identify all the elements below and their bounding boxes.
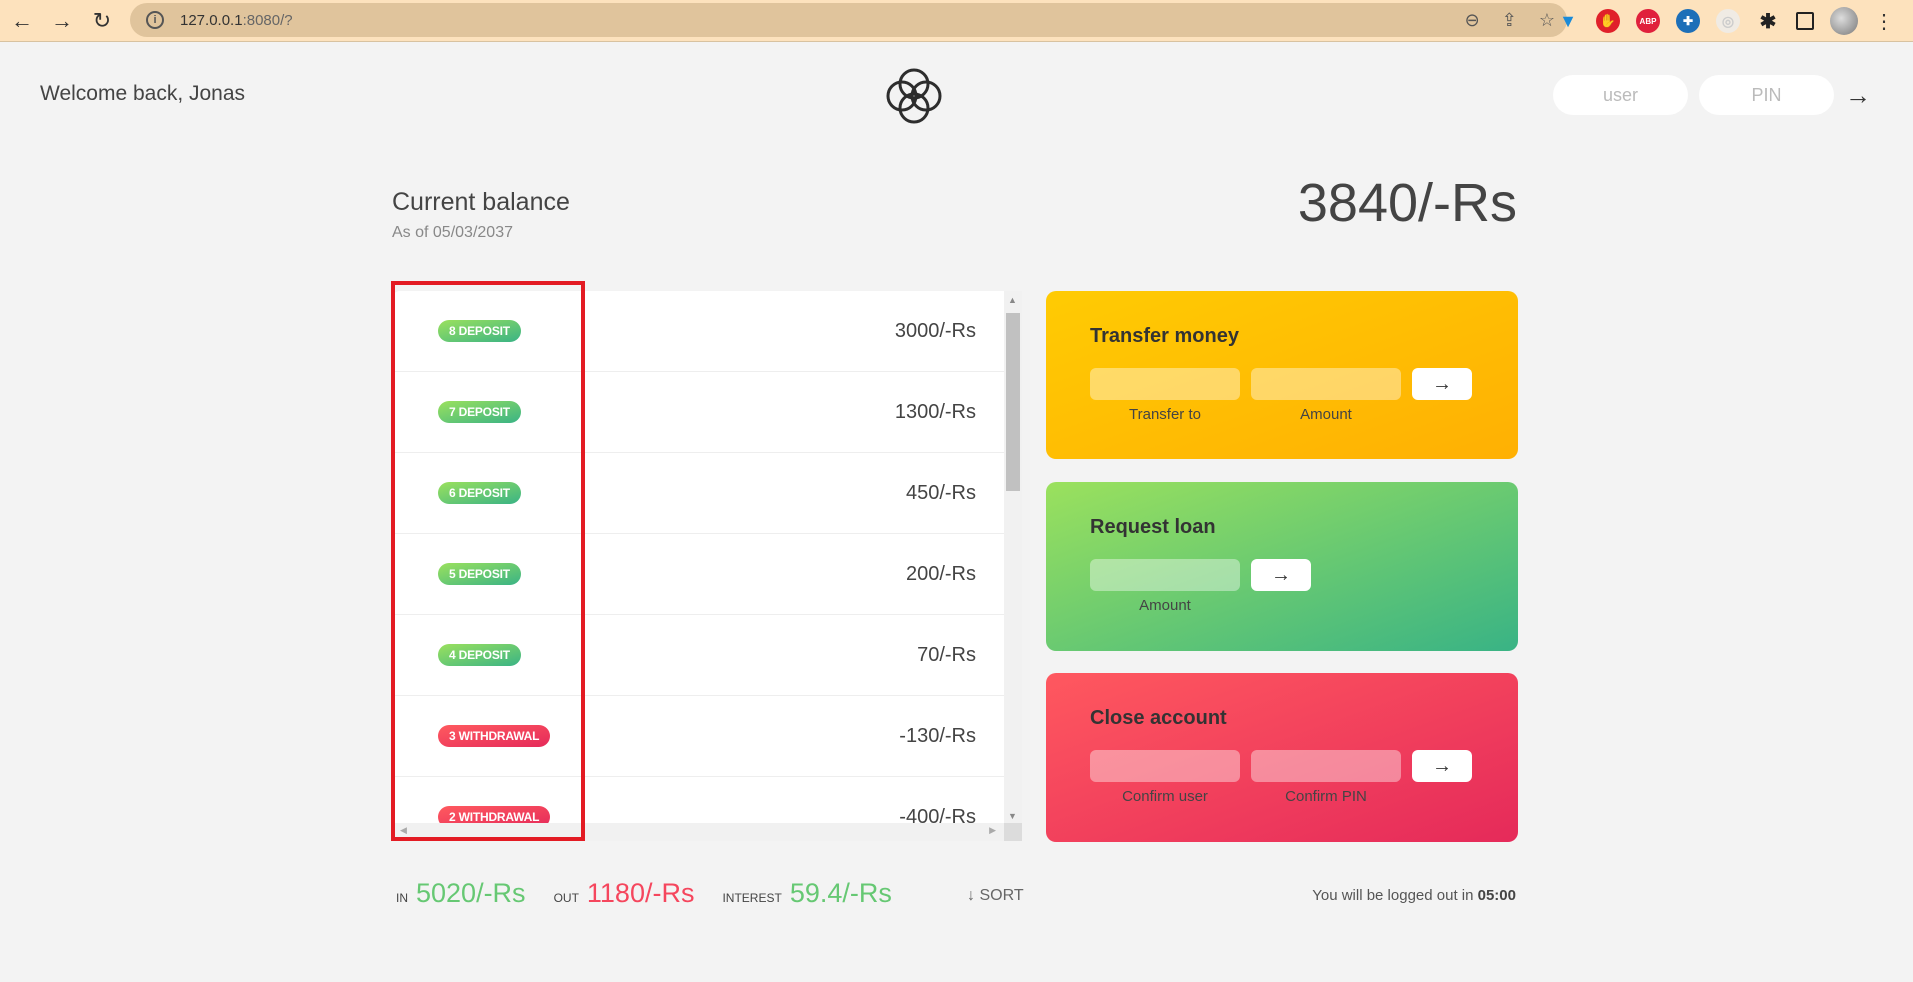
bank-logo-icon — [886, 68, 942, 124]
movement-row: 2 WITHDRAWAL -400/-Rs — [392, 777, 1022, 841]
zoom-out-icon[interactable]: ⊖ — [1464, 9, 1480, 30]
movements-vertical-scrollbar[interactable]: ▲ ▼ — [1004, 291, 1022, 825]
movement-value: -130/-Rs — [899, 724, 976, 747]
sort-button[interactable]: ↓ SORT — [967, 887, 1024, 904]
movement-value: 450/-Rs — [905, 481, 976, 504]
abp-icon[interactable]: ABP — [1636, 9, 1660, 33]
adblock-hand-icon[interactable]: ✋ — [1596, 9, 1620, 33]
scrollbar-thumb[interactable] — [1006, 313, 1020, 491]
site-info-icon[interactable]: i — [146, 11, 164, 29]
movement-row: 5 DEPOSIT 200/-Rs — [392, 534, 1022, 615]
movement-value: 3000/-Rs — [894, 319, 976, 342]
movement-type-badge: 7 DEPOSIT — [438, 401, 521, 423]
close-account-panel: Close account → Confirm user Confirm PIN — [1046, 673, 1518, 842]
extensions-puzzle-icon[interactable]: ✱ — [1759, 10, 1777, 33]
close-pin-label: Confirm PIN — [1285, 788, 1367, 805]
movement-row: 4 DEPOSIT 70/-Rs — [392, 615, 1022, 696]
vpn-extension-icon[interactable]: ▼ — [1559, 10, 1577, 31]
scroll-left-arrow-icon[interactable]: ◀ — [400, 825, 407, 835]
loan-amount-input[interactable] — [1090, 559, 1240, 591]
forward-button[interactable]: → — [44, 3, 80, 39]
movements-horizontal-scrollbar[interactable]: ◀ ▶ — [392, 823, 1004, 841]
request-loan-panel: Request loan → Amount — [1046, 482, 1518, 651]
close-pin-input[interactable] — [1251, 750, 1401, 782]
reload-button[interactable]: ↻ — [84, 3, 120, 39]
summary-in-label: In — [396, 891, 408, 905]
summary-in-value: 5020/-Rs — [416, 878, 526, 908]
movement-value: -400/-Rs — [899, 805, 976, 828]
transfer-amount-input[interactable] — [1251, 368, 1401, 400]
balance-label: Current balance — [392, 188, 570, 216]
movement-type-badge: 4 DEPOSIT — [438, 644, 521, 666]
blue-cross-extension-icon[interactable]: ✚ — [1676, 9, 1700, 33]
transfer-money-panel: Transfer money → Transfer to Amount — [1046, 291, 1518, 459]
summary-bar: In 5020/-Rs Out 1180/-Rs Interest 59.4/-… — [396, 878, 920, 909]
close-user-label: Confirm user — [1122, 788, 1208, 805]
summary-interest-value: 59.4/-Rs — [789, 878, 892, 908]
back-button[interactable]: ← — [4, 3, 40, 39]
movement-type-badge: 3 WITHDRAWAL — [438, 725, 551, 747]
scroll-up-arrow-icon[interactable]: ▲ — [1008, 295, 1017, 305]
movement-row: 3 WITHDRAWAL -130/-Rs — [392, 696, 1022, 777]
logout-message: You will be logged out in — [1312, 887, 1478, 904]
profile-avatar[interactable] — [1830, 7, 1858, 35]
browser-menu-icon[interactable]: ⋮ — [1874, 10, 1894, 33]
login-pin-input[interactable] — [1699, 75, 1834, 115]
welcome-message: Welcome back, Jonas — [40, 82, 246, 105]
url-path: :8080/? — [242, 11, 293, 29]
loan-amount-label: Amount — [1139, 597, 1191, 614]
movement-type-badge: 2 WITHDRAWAL — [438, 806, 551, 828]
close-title: Close account — [1090, 707, 1227, 729]
movement-value: 200/-Rs — [905, 562, 976, 585]
balance-value: 3840/-Rs — [1297, 173, 1517, 233]
transfer-submit-button[interactable]: → — [1412, 368, 1472, 400]
transfer-to-input[interactable] — [1090, 368, 1240, 400]
login-user-input[interactable] — [1553, 75, 1688, 115]
transfer-to-label: Transfer to — [1129, 406, 1201, 423]
movement-row: 6 DEPOSIT 450/-Rs — [392, 453, 1022, 534]
summary-out-label: Out — [553, 891, 579, 905]
side-panel-icon[interactable] — [1796, 12, 1814, 30]
logout-timer-text: You will be logged out in 05:00 — [1312, 887, 1516, 904]
movement-type-badge: 5 DEPOSIT — [438, 563, 521, 585]
summary-interest-label: Interest — [722, 891, 782, 905]
close-user-input[interactable] — [1090, 750, 1240, 782]
browser-toolbar: ← → ↻ i 127.0.0.1:8080/? ⊖ ⇪ ☆ ▼ ✋ ABP ✚… — [0, 0, 1913, 42]
movement-type-badge: 8 DEPOSIT — [438, 320, 521, 342]
loan-title: Request loan — [1090, 516, 1216, 538]
url-host: 127.0.0.1 — [180, 11, 243, 29]
url-text[interactable]: 127.0.0.1:8080/? — [180, 12, 293, 29]
scroll-right-arrow-icon[interactable]: ▶ — [989, 825, 996, 835]
movements-list[interactable]: 8 DEPOSIT 3000/-Rs 7 DEPOSIT 1300/-Rs 6 … — [392, 291, 1022, 841]
movement-value: 70/-Rs — [917, 643, 976, 666]
scrollbar-corner — [1004, 823, 1022, 841]
transfer-amount-label: Amount — [1300, 406, 1352, 423]
movement-row: 8 DEPOSIT 3000/-Rs — [392, 291, 1022, 372]
movement-type-badge: 6 DEPOSIT — [438, 482, 521, 504]
share-icon[interactable]: ⇪ — [1501, 9, 1517, 30]
login-button[interactable]: → — [1845, 80, 1871, 110]
summary-out-value: 1180/-Rs — [586, 878, 695, 908]
address-bar[interactable]: i 127.0.0.1:8080/? ⊖ ⇪ ☆ — [130, 3, 1567, 37]
movement-row: 7 DEPOSIT 1300/-Rs — [392, 372, 1022, 453]
logout-countdown: 05:00 — [1477, 887, 1516, 904]
faded-extension-icon[interactable]: ◎ — [1716, 9, 1740, 33]
scroll-down-arrow-icon[interactable]: ▼ — [1008, 811, 1017, 821]
loan-submit-button[interactable]: → — [1251, 559, 1311, 591]
transfer-title: Transfer money — [1090, 325, 1239, 347]
star-icon[interactable]: ☆ — [1538, 9, 1555, 30]
movement-value: 1300/-Rs — [894, 400, 976, 423]
close-submit-button[interactable]: → — [1412, 750, 1472, 782]
balance-date: As of 05/03/2037 — [392, 224, 513, 241]
